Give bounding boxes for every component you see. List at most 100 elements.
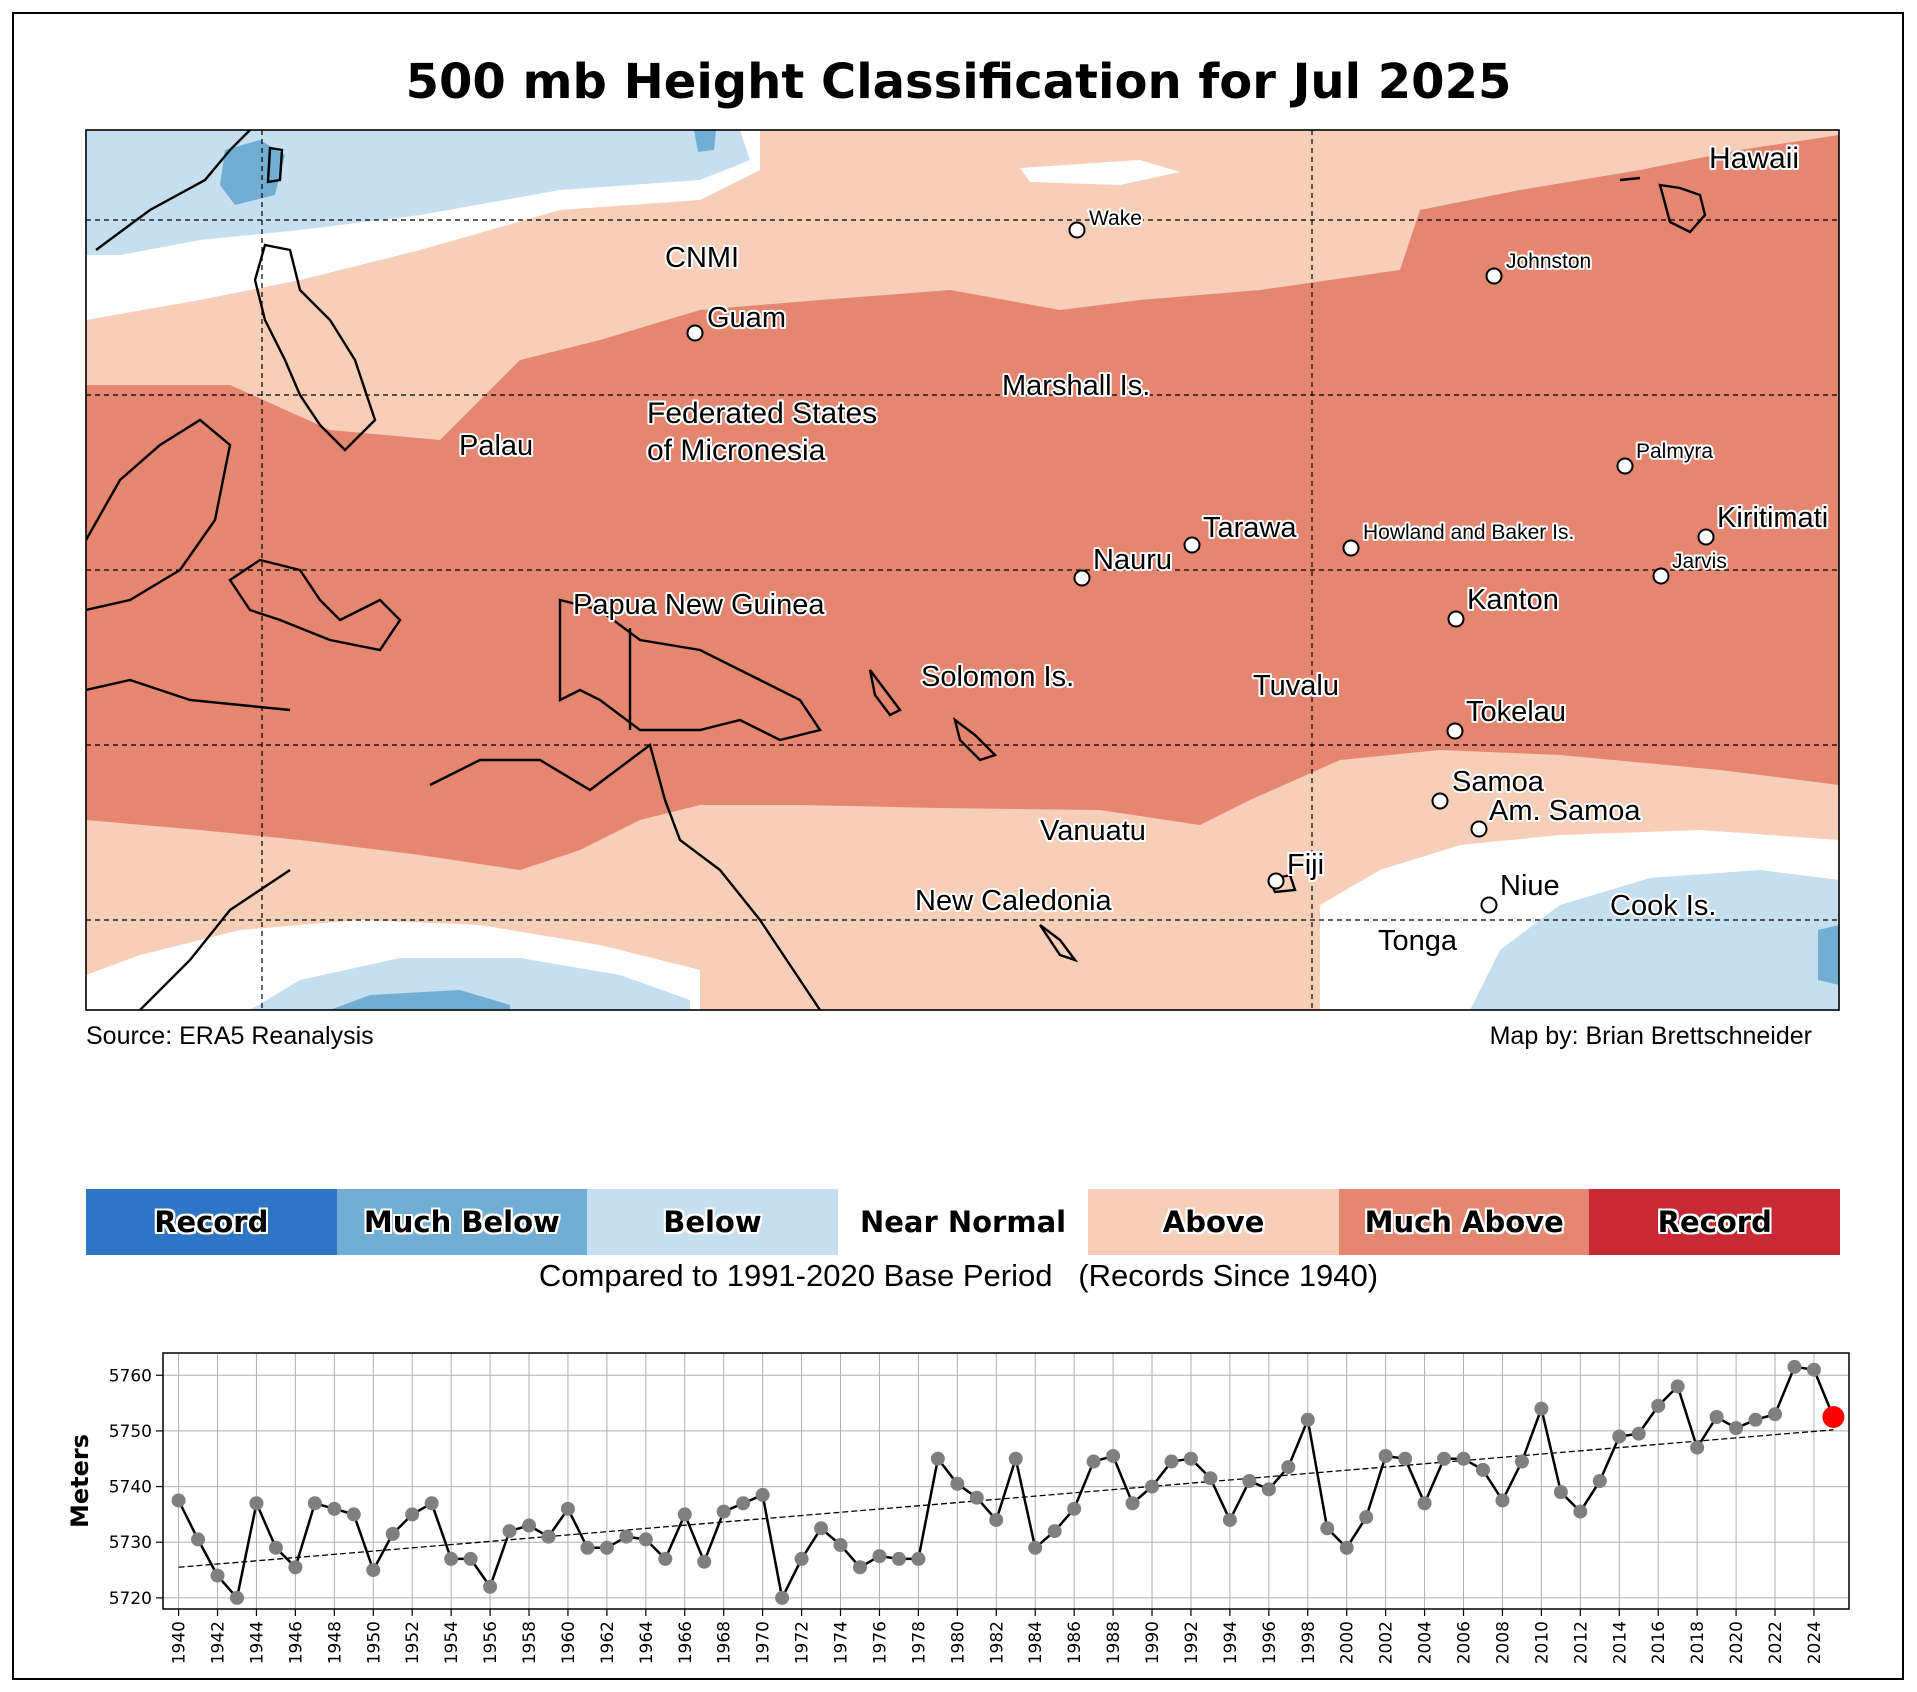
data-point-1971	[775, 1590, 790, 1605]
legend-record-high: Record	[1589, 1189, 1841, 1255]
y-tick-label-5740: 5740	[109, 1478, 152, 1498]
x-tick-label-2010: 2010	[1532, 1621, 1552, 1664]
x-tick-label-2016: 2016	[1649, 1621, 1669, 1664]
data-point-1968	[716, 1504, 731, 1519]
x-axis: 1940 1942 1944 1946 1948 1950 1952 1954 1956 1958…	[170, 1609, 1825, 1664]
data-point-1999	[1320, 1521, 1335, 1536]
data-point-1991	[1164, 1454, 1179, 1469]
coastline-celebes	[228, 558, 402, 652]
x-tick-label-1946: 1946	[286, 1621, 306, 1664]
data-point-2020	[1729, 1421, 1744, 1436]
data-point-1992	[1183, 1451, 1198, 1466]
field-below-se	[1470, 870, 1839, 1010]
place-label-am-samoa: Am. Samoa	[1489, 795, 1641, 827]
x-tick-label-1986: 1986	[1065, 1621, 1085, 1664]
place-label-tuvalu: Tuvalu	[1253, 670, 1339, 702]
place-marker-tokelau	[1446, 722, 1464, 740]
x-tick-label-2014: 2014	[1610, 1621, 1630, 1664]
coastline-hawaii-islands	[1619, 176, 1641, 182]
x-tick-label-1954: 1954	[442, 1621, 462, 1664]
field-below-sw	[250, 958, 690, 1010]
place-label-vanuatu: Vanuatu	[1040, 815, 1146, 847]
x-tick-label-1952: 1952	[403, 1621, 423, 1664]
place-label-hawaii: Hawaii	[1709, 142, 1799, 175]
x-tick-label-1988: 1988	[1104, 1621, 1124, 1664]
place-marker-niue	[1480, 896, 1498, 914]
coastline-philippines	[253, 243, 377, 452]
coastline-bougainville	[868, 669, 902, 717]
x-tick-label-1956: 1956	[481, 1621, 501, 1664]
data-point-1961	[580, 1540, 595, 1555]
x-tick-label-2024: 2024	[1805, 1621, 1825, 1664]
place-marker-samoa	[1431, 792, 1449, 810]
data-point-1954	[444, 1551, 459, 1566]
x-tick-label-1964: 1964	[637, 1621, 657, 1664]
field-much-below-se	[1818, 925, 1839, 985]
data-point-1985	[1047, 1524, 1062, 1539]
x-tick-label-1942: 1942	[209, 1621, 229, 1664]
place-marker-kiritimati	[1697, 528, 1715, 546]
x-tick-label-1944: 1944	[247, 1621, 267, 1664]
y-axis-label: Meters	[66, 1434, 94, 1528]
data-point-1976	[872, 1549, 887, 1564]
field-much-below-sw	[330, 990, 510, 1010]
x-tick-label-2008: 2008	[1493, 1621, 1513, 1664]
data-point-1973	[814, 1521, 829, 1536]
place-label-tarawa: Tarawa	[1203, 512, 1297, 544]
coastlines	[86, 130, 1707, 1010]
y-tick-label-5730: 5730	[109, 1533, 152, 1553]
coastline-china	[95, 130, 251, 251]
data-point-2022	[1768, 1407, 1783, 1422]
place-label-solomon-is: Solomon Is.	[921, 661, 1074, 693]
data-point-2007	[1475, 1462, 1490, 1477]
x-tick-label-1950: 1950	[364, 1621, 384, 1664]
place-label-wake: Wake	[1089, 207, 1142, 230]
place-marker-nauru	[1073, 569, 1091, 587]
data-point-1956	[483, 1579, 498, 1594]
place-marker-kanton	[1447, 610, 1465, 628]
data-point-2014	[1612, 1429, 1627, 1444]
x-tick-label-1992: 1992	[1182, 1621, 1202, 1664]
data-point-1980	[950, 1476, 965, 1491]
y-tick-label-5750: 5750	[109, 1422, 152, 1442]
x-tick-label-2012: 2012	[1571, 1621, 1591, 1664]
place-marker-guam	[686, 324, 704, 342]
data-point-1970	[755, 1487, 770, 1502]
data-point-1950	[366, 1563, 381, 1578]
classification-legend: Record Much Below Below Near Normal Abov…	[86, 1189, 1841, 1255]
legend-record-low: Record	[86, 1189, 337, 1255]
data-point-1964	[638, 1532, 653, 1547]
x-tick-label-1970: 1970	[754, 1621, 774, 1664]
data-point-2024	[1806, 1362, 1821, 1377]
classification-field	[86, 130, 1839, 1010]
data-point-2009	[1514, 1454, 1529, 1469]
legend-much-below: Much Below	[336, 1189, 588, 1255]
data-point-2023	[1787, 1359, 1802, 1374]
place-label-samoa: Samoa	[1452, 766, 1545, 798]
place-marker-wake	[1068, 221, 1086, 239]
data-point-2017	[1670, 1379, 1685, 1394]
legend-near-normal: Near Normal	[837, 1189, 1089, 1255]
x-tick-label-2004: 2004	[1416, 1621, 1436, 1664]
data-point-2013	[1592, 1474, 1607, 1488]
data-point-1987	[1086, 1454, 1101, 1469]
place-label-marshall-is: Marshall Is.	[1002, 370, 1150, 402]
data-point-1974	[833, 1538, 848, 1552]
chart-grid	[163, 1353, 1849, 1609]
data-point-1977	[891, 1551, 906, 1566]
data-point-2004	[1417, 1496, 1432, 1511]
trend-line	[178, 1429, 1834, 1568]
y-tick-label-5720: 5720	[109, 1589, 152, 1609]
data-point-1955	[463, 1551, 478, 1566]
data-point-1946	[288, 1560, 303, 1575]
data-point-2008	[1495, 1493, 1510, 1508]
data-point-2001	[1359, 1510, 1374, 1525]
series-points	[171, 1359, 1845, 1605]
x-tick-label-1980: 1980	[948, 1621, 968, 1664]
place-label-jarvis: Jarvis	[1672, 550, 1727, 573]
data-point-1963	[619, 1529, 634, 1544]
field-much-below-small	[694, 130, 716, 152]
data-point-1981	[969, 1490, 984, 1505]
data-point-2000	[1339, 1540, 1354, 1555]
